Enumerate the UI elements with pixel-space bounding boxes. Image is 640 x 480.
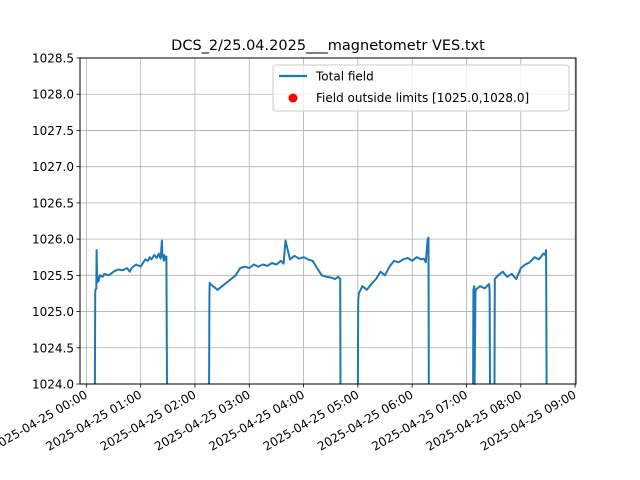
series-line-segment-2	[208, 239, 342, 385]
x-tick-label: 2025-04-25 04:00	[206, 387, 307, 453]
series-line-segment-3	[356, 236, 430, 385]
x-tick-label: 2025-04-25 02:00	[98, 387, 199, 453]
y-tick-label: 1027.5	[32, 124, 74, 138]
y-tick-label: 1026.0	[32, 233, 74, 247]
chart-title: DCS_2/25.04.2025___magnetometr VES.txt	[171, 38, 485, 54]
x-tick-label: 2025-04-25 01:00	[43, 387, 144, 453]
series-line-segment-1	[93, 239, 168, 385]
y-tick-label: 1024.5	[32, 341, 74, 355]
grid	[80, 57, 576, 385]
plot-frame	[79, 57, 577, 385]
y-tick-label: 1024.0	[32, 378, 74, 392]
y-tick-label: 1025.5	[32, 269, 74, 283]
y-tick-label: 1025.0	[32, 305, 74, 319]
x-tick-label: 2025-04-25 05:00	[261, 387, 362, 453]
legend-label-outside-limits: Field outside limits [1025.0,1028.0]	[316, 91, 529, 105]
y-tick-label: 1028.5	[32, 52, 74, 66]
legend-marker-swatch	[288, 93, 298, 103]
x-tick-label: 2025-04-25 08:00	[424, 387, 525, 453]
series-line-segment-4	[472, 283, 491, 385]
y-tick-label: 1028.0	[32, 88, 74, 102]
plot-area	[93, 236, 548, 385]
x-tick-label: 2025-04-25 09:00	[478, 387, 579, 453]
y-tick-label: 1027.0	[32, 160, 74, 174]
legend-frame	[272, 64, 570, 112]
series-line-segment-5	[493, 249, 548, 385]
legend-label-total-field: Total field	[315, 70, 374, 84]
x-tick-label: 2025-04-25 07:00	[369, 387, 470, 453]
legend: Total field Field outside limits [1025.0…	[272, 64, 570, 112]
y-tick-label: 1026.5	[32, 196, 74, 210]
x-tick-label: 2025-04-25 06:00	[315, 387, 416, 453]
x-tick-label: 2025-04-25 03:00	[152, 387, 253, 453]
